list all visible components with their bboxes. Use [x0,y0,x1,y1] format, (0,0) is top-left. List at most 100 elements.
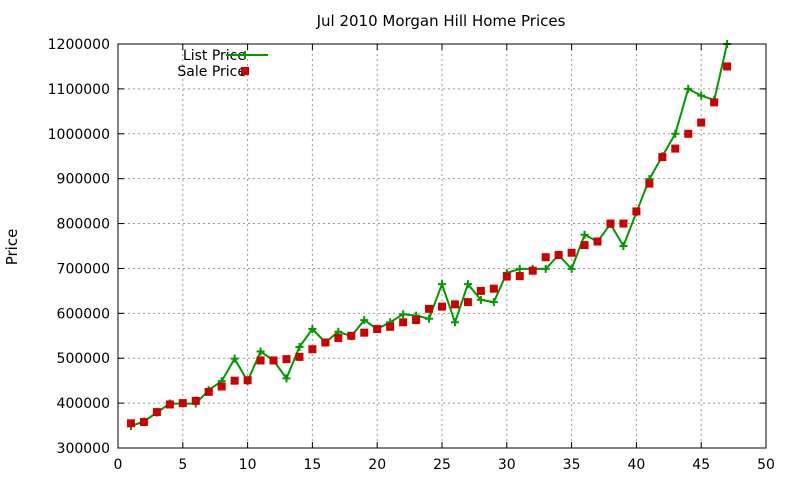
y-tick-label: 900000 [57,172,110,188]
data-point-sale-price [502,272,511,281]
data-point-sale-price [438,302,446,311]
data-point-sale-price [645,179,654,188]
y-tick-label: 400000 [57,396,110,412]
data-point-list-price [450,318,459,327]
data-point-sale-price [425,304,434,313]
data-point-list-price [438,280,446,289]
data-point-sale-price [360,328,369,337]
data-point-sale-price [528,266,537,275]
data-point-sale-price [178,399,187,408]
y-tick-label: 700000 [57,261,110,277]
data-point-sale-price [710,98,719,107]
x-tick-label: 15 [303,457,321,473]
data-point-sale-price [321,338,330,347]
data-point-sale-price [541,253,550,262]
data-point-sale-price [217,382,226,391]
data-point-sale-price [256,356,265,365]
data-point-sale-price [697,118,706,127]
data-point-sale-price [658,153,667,162]
legend-marker-sale-price [241,67,249,75]
y-tick-label: 300000 [57,441,110,457]
data-point-list-price [295,343,304,351]
y-tick-label: 1100000 [48,82,110,98]
data-point-sale-price [126,419,135,428]
data-point-list-price [463,280,472,289]
data-point-sale-price [450,300,459,309]
data-point-sale-price [269,356,278,365]
y-tick-label: 1200000 [48,37,110,53]
data-point-sale-price [554,250,563,259]
data-point-sale-price [399,318,408,327]
data-point-sale-price [515,272,524,281]
series-layer [126,40,732,431]
data-point-sale-price [567,248,576,257]
data-point-sale-price [619,219,628,228]
data-point-list-price [697,91,706,100]
data-point-sale-price [295,352,304,361]
y-tick-label: 600000 [57,306,110,322]
data-point-sale-price [489,284,498,293]
data-point-sale-price [373,325,382,334]
legend-label-list-price: List Price [183,48,246,64]
data-point-list-price [425,314,434,323]
data-point-sale-price [412,316,421,325]
x-tick-label: 25 [433,457,451,473]
data-point-list-price [619,242,628,250]
data-point-sale-price [165,400,174,409]
data-point-sale-price [191,396,200,405]
data-point-sale-price [243,376,252,385]
x-tick-label: 50 [757,457,775,473]
x-tick-label: 45 [692,457,710,473]
data-point-sale-price [308,345,317,354]
data-point-sale-price [347,331,356,340]
data-point-sale-price [580,241,589,250]
legend-item-list-price: List Price [183,48,268,64]
legend-item-sale-price: Sale Price [177,64,249,80]
data-point-list-price [360,316,369,325]
legend-marker-list-price [241,51,249,59]
chart-title: Jul 2010 Morgan Hill Home Prices [316,12,566,30]
data-point-sale-price [230,376,239,385]
data-point-list-price [515,264,524,273]
data-point-sale-price [684,129,693,138]
data-point-sale-price [476,286,485,295]
x-tick-label: 20 [368,457,386,473]
y-tick-label: 500000 [57,351,110,367]
x-tick-label: 5 [178,457,187,473]
data-point-sale-price [606,219,615,228]
axis-tick-labels: 0 5 10 15 20 25 30 35 40 45 50 300000 400000 500000 60… [48,37,775,473]
data-point-sale-price [334,334,343,343]
data-point-list-price [230,354,239,363]
data-point-list-price [671,129,680,138]
data-point-sale-price [282,355,291,364]
y-tick-label: 1000000 [48,127,110,143]
data-point-sale-price [593,237,602,246]
x-tick-label: 35 [563,457,581,473]
y-axis-label: Price [3,229,21,266]
data-point-list-price [256,347,265,356]
data-point-list-price [489,298,498,307]
data-point-list-price [541,264,550,273]
data-point-sale-price [386,322,395,331]
legend-label-sale-price: Sale Price [177,64,246,80]
data-point-list-price [399,310,408,319]
x-tick-label: 10 [239,457,257,473]
data-point-list-price [308,325,317,334]
data-point-list-price [282,374,291,383]
x-tick-label: 30 [498,457,516,473]
plot-frame [117,43,767,449]
data-point-sale-price [463,298,472,307]
y-tick-label: 800000 [57,217,110,233]
data-point-list-price [567,264,576,273]
data-point-sale-price [671,144,680,153]
data-point-list-price [476,295,485,304]
data-point-sale-price [204,387,213,396]
data-point-sale-price [152,408,161,417]
data-point-list-price [684,84,693,93]
legend: List Price Sale Price [177,48,268,80]
data-point-sale-price [139,417,148,426]
x-tick-label: 0 [114,457,123,473]
data-point-sale-price [723,62,732,71]
